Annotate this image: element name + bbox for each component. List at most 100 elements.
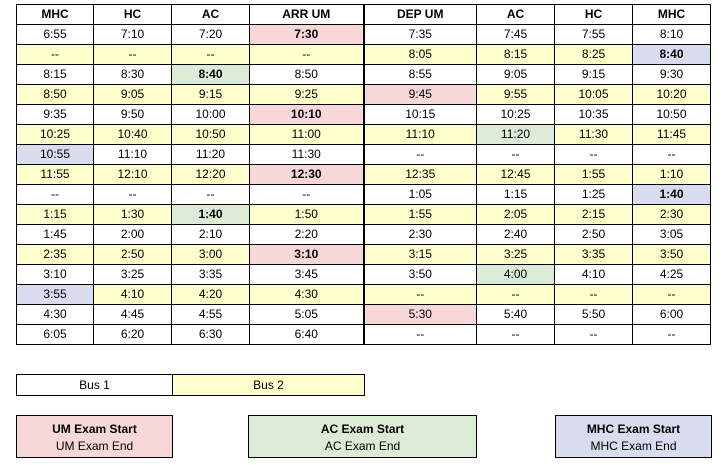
table-cell: 11:55 xyxy=(16,164,94,185)
table-cell: 9:35 xyxy=(16,104,94,125)
table-row: -- -- -- -- 1:05 1:15 1:25 1:40 xyxy=(16,184,711,205)
schedule-body: 6:55 7:10 7:20 7:30 7:35 7:45 7:55 8:10 -- -- -- --… xyxy=(16,24,711,345)
table-cell: 12:10 xyxy=(93,164,172,185)
table-cell: 8:25 xyxy=(554,44,633,65)
table-cell: 2:30 xyxy=(632,204,711,225)
table-cell: 6:20 xyxy=(93,324,172,345)
table-cell: 4:20 xyxy=(171,284,250,305)
table-cell: 10:55 xyxy=(16,144,94,165)
table-cell: 10:00 xyxy=(171,104,250,125)
mhc-exam-start-label: MHC Exam Start xyxy=(586,422,681,436)
table-cell: 8:05 xyxy=(362,44,477,65)
table-cell: 11:20 xyxy=(171,144,250,165)
table-cell: 3:00 xyxy=(171,244,250,265)
legend-um-exam: UM Exam Start UM Exam End xyxy=(16,415,173,458)
table-cell: -- xyxy=(476,324,555,345)
table-cell: -- xyxy=(632,324,711,345)
table-row: 4:30 4:45 4:55 5:05 5:30 5:40 5:50 6:00 xyxy=(16,304,711,325)
table-cell: 2:40 xyxy=(476,224,555,245)
ac-exam-end-label: AC Exam End xyxy=(324,439,401,453)
table-cell: 11:45 xyxy=(632,124,711,145)
table-cell: 6:30 xyxy=(171,324,250,345)
mhc-exam-end-label: MHC Exam End xyxy=(590,439,677,453)
table-row: 6:05 6:20 6:30 6:40 -- -- -- -- xyxy=(16,324,711,345)
table-cell: 12:20 xyxy=(171,164,250,185)
table-cell: 7:10 xyxy=(93,24,172,45)
table-cell: -- xyxy=(171,44,250,65)
table-cell: 1:15 xyxy=(476,184,555,205)
legend-ac-exam: AC Exam Start AC Exam End xyxy=(248,415,477,458)
table-cell: 11:20 xyxy=(476,124,555,145)
table-row: -- -- -- -- 8:05 8:15 8:25 8:40 xyxy=(16,44,711,65)
table-cell: 3:35 xyxy=(171,264,250,285)
table-cell: 1:55 xyxy=(554,164,633,185)
table-cell: 8:40 xyxy=(171,64,250,85)
table-cell: 11:30 xyxy=(249,144,364,165)
table-cell: 2:30 xyxy=(362,224,477,245)
table-row: 8:15 8:30 8:40 8:50 8:55 9:05 9:15 9:30 xyxy=(16,64,711,85)
table-cell: 1:30 xyxy=(93,204,172,225)
table-row: 3:10 3:25 3:35 3:45 3:50 4:00 4:10 4:25 xyxy=(16,264,711,285)
ac-exam-start-label: AC Exam Start xyxy=(320,422,405,436)
table-cell: -- xyxy=(249,184,364,205)
table-cell: 1:50 xyxy=(249,204,364,225)
table-cell: 7:45 xyxy=(476,24,555,45)
table-cell: 8:50 xyxy=(16,84,94,105)
table-cell: 12:30 xyxy=(249,164,364,185)
table-row: 2:35 2:50 3:00 3:10 3:15 3:25 3:35 3:50 xyxy=(16,244,711,265)
table-cell: 10:25 xyxy=(16,124,94,145)
table-cell: 4:30 xyxy=(16,304,94,325)
bus-schedule-table: MHC HC AC ARR UM DEP UM AC HC MHC 6:55 7:… xyxy=(16,4,711,345)
table-cell: 3:50 xyxy=(632,244,711,265)
table-cell: 4:25 xyxy=(632,264,711,285)
table-cell: 6:00 xyxy=(632,304,711,325)
table-cell: -- xyxy=(554,284,633,305)
table-cell: 6:55 xyxy=(16,24,94,45)
table-cell: -- xyxy=(93,184,172,205)
header-ac: AC xyxy=(171,4,250,25)
table-cell: 6:05 xyxy=(16,324,94,345)
table-cell: 3:45 xyxy=(249,264,364,285)
table-cell: 2:50 xyxy=(93,244,172,265)
table-cell: 8:30 xyxy=(93,64,172,85)
table-cell: 3:10 xyxy=(16,264,94,285)
table-cell: 8:15 xyxy=(16,64,94,85)
table-cell: 4:10 xyxy=(554,264,633,285)
table-cell: 11:00 xyxy=(249,124,364,145)
header-arr-um: ARR UM xyxy=(249,4,364,25)
legend-mhc-exam: MHC Exam Start MHC Exam End xyxy=(555,415,712,458)
table-cell: 9:05 xyxy=(476,64,555,85)
table-cell: 2:50 xyxy=(554,224,633,245)
table-cell: 11:10 xyxy=(93,144,172,165)
table-cell: -- xyxy=(249,44,364,65)
table-cell: 5:50 xyxy=(554,304,633,325)
table-cell: 10:40 xyxy=(93,124,172,145)
header-mhc-return: MHC xyxy=(632,4,711,25)
table-cell: -- xyxy=(476,144,555,165)
table-cell: 9:55 xyxy=(476,84,555,105)
table-cell: 9:30 xyxy=(632,64,711,85)
table-cell: 1:40 xyxy=(171,204,250,225)
table-cell: 7:30 xyxy=(249,24,364,45)
table-cell: 10:05 xyxy=(554,84,633,105)
table-cell: 10:50 xyxy=(632,104,711,125)
table-row: 11:55 12:10 12:20 12:30 12:35 12:45 1:55 1:10 xyxy=(16,164,711,185)
table-cell: -- xyxy=(362,284,477,305)
table-cell: 3:50 xyxy=(362,264,477,285)
table-cell: 9:15 xyxy=(554,64,633,85)
table-cell: -- xyxy=(93,44,172,65)
table-cell: -- xyxy=(362,144,477,165)
table-cell: 2:10 xyxy=(171,224,250,245)
table-cell: 1:10 xyxy=(632,164,711,185)
legend-bus-2: Bus 2 xyxy=(172,374,365,396)
table-cell: 9:50 xyxy=(93,104,172,125)
table-cell: 12:45 xyxy=(476,164,555,185)
table-cell: -- xyxy=(476,284,555,305)
table-cell: -- xyxy=(171,184,250,205)
table-cell: 1:25 xyxy=(554,184,633,205)
table-cell: 3:25 xyxy=(476,244,555,265)
table-cell: -- xyxy=(362,324,477,345)
table-row: 10:55 11:10 11:20 11:30 -- -- -- -- xyxy=(16,144,711,165)
header-mhc: MHC xyxy=(16,4,94,25)
header-hc: HC xyxy=(93,4,172,25)
